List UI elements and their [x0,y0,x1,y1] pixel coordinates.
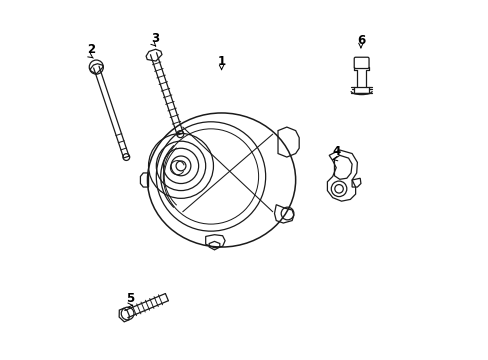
Text: 5: 5 [125,292,134,305]
Text: 2: 2 [87,43,95,56]
Text: 1: 1 [217,55,225,68]
Text: 3: 3 [151,32,159,45]
Text: 4: 4 [331,145,340,158]
Text: 6: 6 [356,34,365,47]
